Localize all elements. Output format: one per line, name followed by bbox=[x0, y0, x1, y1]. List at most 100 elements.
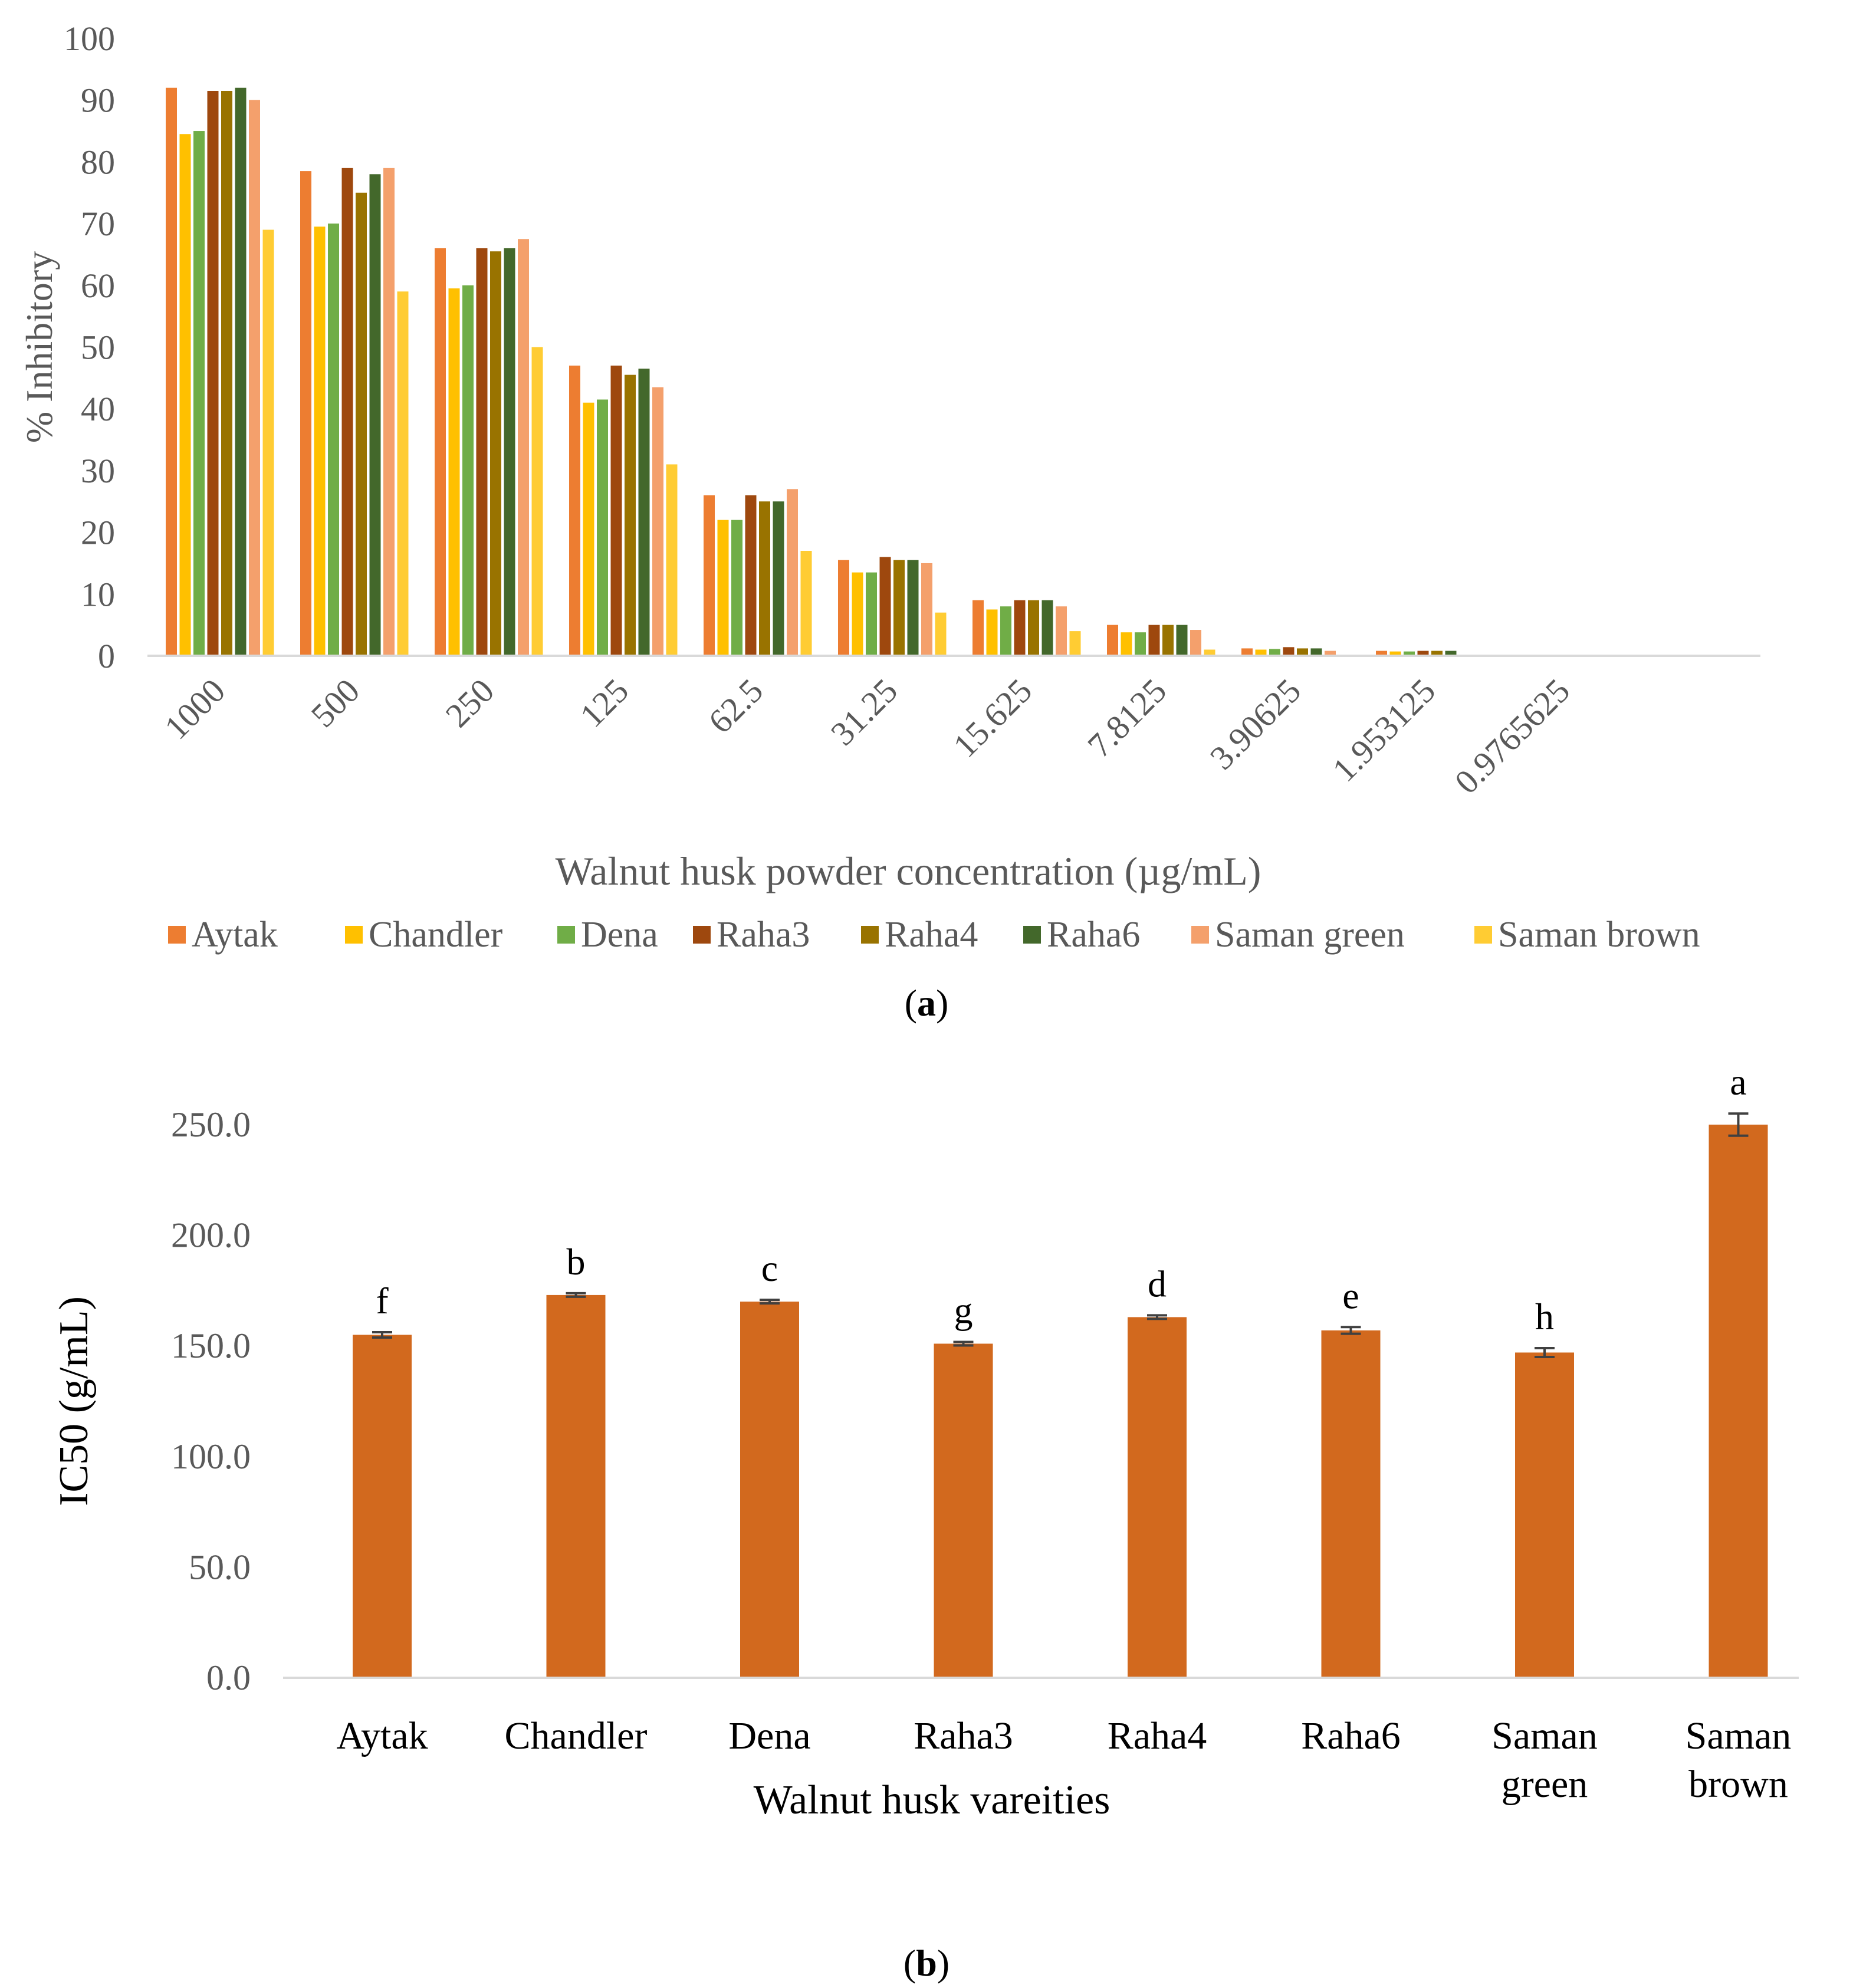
a-bar bbox=[838, 560, 849, 656]
b-significance-letter: f bbox=[376, 1280, 389, 1322]
a-bar bbox=[1000, 606, 1011, 656]
a-bar bbox=[518, 239, 529, 656]
a-bar bbox=[638, 369, 650, 656]
a-legend-label: Chandler bbox=[369, 915, 503, 955]
caption-b-letter: b bbox=[916, 1942, 937, 1984]
a-bar bbox=[356, 192, 367, 656]
b-x-axis-title: Walnut husk vareities bbox=[754, 1777, 1111, 1823]
a-bar bbox=[1241, 648, 1253, 656]
b-bar bbox=[546, 1294, 606, 1678]
a-bar bbox=[369, 174, 381, 656]
a-ytick-label: 100 bbox=[64, 19, 115, 58]
a-bar bbox=[1148, 625, 1160, 656]
a-bar bbox=[383, 167, 395, 656]
a-legend-swatch bbox=[861, 926, 879, 944]
a-bar bbox=[625, 374, 636, 656]
a-bar bbox=[1190, 630, 1201, 656]
a-legend-label: Raha4 bbox=[885, 915, 978, 955]
a-legend-swatch bbox=[557, 926, 575, 944]
a-bar bbox=[207, 90, 219, 656]
a-bar bbox=[166, 87, 177, 656]
a-bar bbox=[1107, 625, 1118, 656]
a-ytick-label: 70 bbox=[81, 205, 115, 243]
a-bar bbox=[262, 229, 274, 656]
a-legend-label: Raha6 bbox=[1047, 915, 1140, 955]
a-bar bbox=[179, 134, 191, 656]
b-error-bar bbox=[372, 1330, 392, 1339]
a-bar bbox=[666, 464, 678, 656]
a-bar bbox=[328, 224, 339, 656]
b-xtick-label: Dena bbox=[728, 1714, 810, 1757]
a-bar bbox=[986, 609, 998, 656]
a-bar bbox=[1014, 600, 1026, 656]
a-legend-swatch bbox=[693, 926, 711, 944]
a-bar bbox=[235, 87, 247, 656]
a-xtick-label: 125 bbox=[573, 671, 636, 734]
caption-a-letter: a bbox=[917, 982, 936, 1024]
a-ytick-label: 50 bbox=[81, 328, 115, 367]
b-bar bbox=[1709, 1125, 1768, 1678]
a-bar bbox=[1255, 649, 1267, 656]
b-error-bar bbox=[1147, 1314, 1167, 1320]
a-ytick-label: 40 bbox=[81, 390, 115, 428]
a-legend-label: Saman brown bbox=[1498, 915, 1700, 955]
a-bar bbox=[1297, 648, 1308, 656]
b-bar bbox=[1321, 1330, 1381, 1678]
a-bar bbox=[1269, 649, 1280, 656]
a-bar bbox=[476, 248, 488, 656]
a-bar bbox=[1121, 632, 1132, 656]
a-bar bbox=[462, 285, 474, 656]
a-ytick-label: 0 bbox=[98, 637, 115, 675]
a-bar bbox=[314, 226, 326, 656]
a-y-axis-title: % Inhibitory bbox=[18, 251, 60, 443]
a-bar bbox=[1404, 651, 1415, 656]
b-xtick-label: Chandler bbox=[505, 1714, 648, 1757]
a-bar bbox=[569, 365, 580, 656]
a-bar bbox=[1042, 600, 1053, 656]
b-bar bbox=[1128, 1317, 1187, 1678]
a-xtick-label: 0.9765625 bbox=[1447, 671, 1577, 801]
b-significance-letter: b bbox=[567, 1241, 586, 1283]
a-legend-label: Saman green bbox=[1215, 915, 1405, 955]
a-bar bbox=[866, 572, 877, 656]
b-y-axis-title: IC50 (g/mL) bbox=[51, 1296, 97, 1506]
b-bar bbox=[353, 1335, 412, 1678]
a-xtick-label: 250 bbox=[438, 671, 501, 734]
b-ytick-label: 50.0 bbox=[189, 1547, 251, 1586]
a-bar bbox=[731, 520, 742, 656]
a-xtick-label: 62.5 bbox=[701, 671, 770, 741]
a-bar bbox=[921, 563, 932, 656]
a-legend-swatch bbox=[1474, 926, 1492, 944]
a-bar bbox=[800, 551, 812, 656]
caption-b: (b) bbox=[903, 1942, 950, 1984]
a-bar bbox=[773, 501, 784, 656]
b-xtick-label: Aytak bbox=[336, 1714, 428, 1757]
a-bar bbox=[1310, 648, 1322, 656]
a-xtick-label: 1000 bbox=[157, 671, 232, 747]
a-ytick-label: 60 bbox=[81, 267, 115, 305]
b-ytick-label: 250.0 bbox=[171, 1105, 251, 1144]
b-xtick-label: Saman green bbox=[1491, 1714, 1598, 1806]
b-significance-letter: d bbox=[1148, 1263, 1167, 1304]
a-xtick-label: 500 bbox=[304, 671, 367, 734]
a-bar bbox=[879, 557, 891, 656]
b-error-bar bbox=[1341, 1326, 1361, 1335]
a-bar bbox=[1389, 651, 1401, 656]
b-bar bbox=[934, 1343, 993, 1678]
a-bar bbox=[531, 347, 543, 656]
b-error-bar bbox=[953, 1340, 974, 1347]
a-bar bbox=[1283, 647, 1295, 656]
a-bar bbox=[435, 248, 446, 656]
b-xtick-label: Raha3 bbox=[914, 1714, 1013, 1757]
caption-a: (a) bbox=[905, 982, 949, 1024]
a-bar bbox=[610, 365, 622, 656]
a-bar bbox=[1069, 631, 1081, 656]
b-xtick-label: Saman brown bbox=[1686, 1714, 1792, 1806]
b-significance-letter: h bbox=[1535, 1296, 1554, 1338]
a-legend-swatch bbox=[1023, 926, 1041, 944]
a-bar bbox=[1431, 650, 1443, 656]
a-bar bbox=[597, 399, 608, 656]
a-ytick-label: 20 bbox=[81, 514, 115, 552]
b-ytick-label: 0.0 bbox=[206, 1658, 251, 1697]
